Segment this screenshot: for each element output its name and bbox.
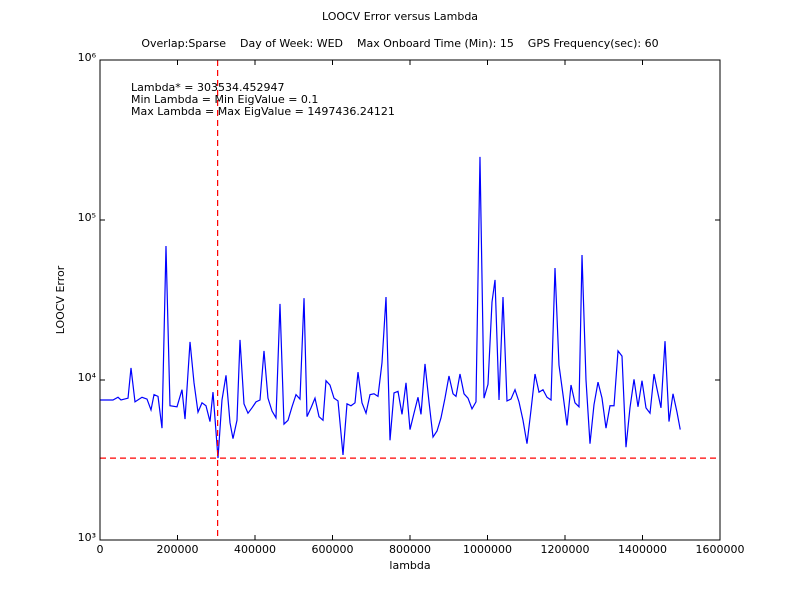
x-tick-label: 1200000 <box>541 543 590 556</box>
x-axis-label: lambda <box>389 559 430 572</box>
x-tick-label: 800000 <box>389 543 431 556</box>
y-tick-label: 10⁶ <box>78 51 97 64</box>
annotation: Min Lambda = Min EigValue = 0.1 <box>131 93 318 106</box>
x-tick-label: 0 <box>97 543 104 556</box>
annotation: Max Lambda = Max EigValue = 1497436.2412… <box>131 105 395 118</box>
y-tick-label: 10⁵ <box>78 211 96 224</box>
chart-title: LOOCV Error versus Lambda <box>322 10 478 23</box>
x-tick-label: 1400000 <box>618 543 667 556</box>
y-axis-label: LOOCV Error <box>54 265 67 334</box>
annotation: Lambda* = 303534.452947 <box>131 81 284 94</box>
data-line <box>100 156 681 459</box>
y-tick-label: 10⁴ <box>78 371 97 384</box>
x-tick-label: 1600000 <box>696 543 745 556</box>
y-tick-label: 10³ <box>78 531 96 544</box>
x-tick-label: 1000000 <box>463 543 512 556</box>
x-tick-label: 600000 <box>312 543 354 556</box>
chart-subtitle: Overlap:Sparse Day of Week: WED Max Onbo… <box>141 37 658 50</box>
x-tick-label: 400000 <box>234 543 276 556</box>
x-tick-label: 200000 <box>157 543 199 556</box>
